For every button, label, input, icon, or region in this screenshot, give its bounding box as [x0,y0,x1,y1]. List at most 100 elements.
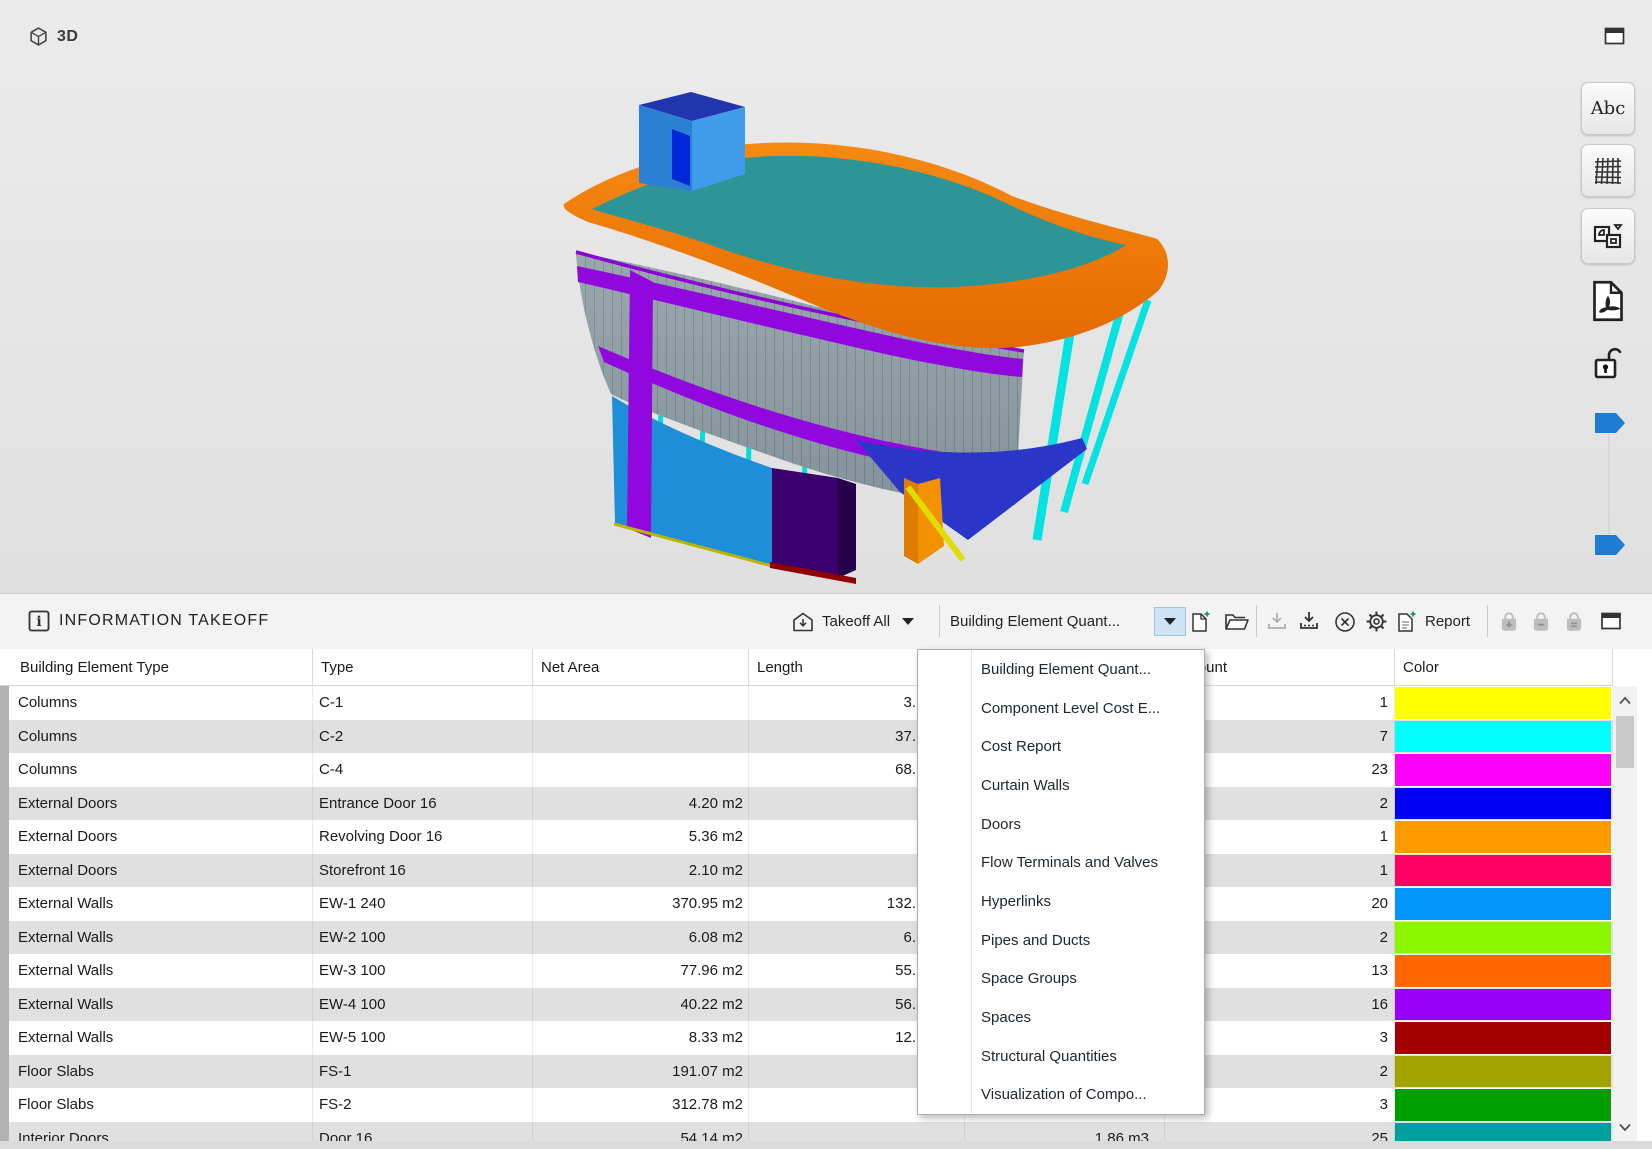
table-cell: Entrance Door 16 [313,786,533,820]
basket-add-button-disabled[interactable] [1497,594,1521,649]
menu-item[interactable]: Hyperlinks [981,892,1052,910]
import-button-disabled[interactable] [1265,594,1289,649]
cancel-icon [1335,611,1355,632]
table-row[interactable]: Floor Slabs FS-2 312.78 m2 3 [0,1088,1613,1122]
table-row[interactable]: External Walls EW-1 240 370.95 m2 132. 20 [0,887,1613,921]
menu-item[interactable]: Doors [981,815,1022,833]
text-label-tool-button[interactable]: Abc [1581,82,1635,135]
menu-item[interactable]: Visualization of Compo... [981,1086,1147,1104]
settings-gear-icon [1366,611,1387,632]
color-swatch [1395,787,1611,819]
import-merge-button[interactable] [1297,594,1321,649]
color-swatch [1395,1022,1611,1054]
preset-menu: Building Element Quant... Component Level… [917,649,1205,1115]
color-cell [1395,988,1613,1022]
table-row[interactable]: External Doors Revolving Door 16 5.36 m2 1 [0,820,1613,854]
table-row[interactable]: Columns C-4 68. 23 [0,753,1613,787]
table-row[interactable]: Floor Slabs FS-1 191.07 m2 2 [0,1054,1613,1088]
menu-item[interactable]: Pipes and Ducts [981,931,1091,949]
column-header[interactable]: Type [313,649,533,685]
view-tab-3d[interactable]: 3D [28,26,78,47]
marker-connector-line [1608,434,1610,534]
toolbar-separator [1256,605,1257,637]
preset-dropdown-button[interactable] [1154,607,1186,636]
menu-item[interactable]: Component Level Cost E... [981,699,1161,717]
open-takeoff-button[interactable] [1224,594,1250,649]
table-cell: 1 [1165,686,1395,720]
table-row[interactable]: External Walls EW-5 100 8.33 m2 12. 3 [0,1021,1613,1055]
basket-remove-button-disabled[interactable] [1529,594,1553,649]
takeoff-home-icon [793,612,813,631]
table-row[interactable]: Columns C-2 37. 7 [0,719,1613,754]
table-row[interactable]: External Walls EW-3 100 77.96 m2 55. 13 [0,954,1613,988]
color-cell [1395,921,1613,955]
marker-tag-icon[interactable] [1595,413,1625,433]
horizontal-scroll-strip[interactable] [0,1141,1652,1149]
table-cell: 77.96 m2 [533,954,749,988]
takeoff-all-button[interactable]: Takeoff All [792,594,915,649]
color-cell [1395,720,1613,754]
layout-tool-button[interactable] [1581,208,1635,264]
report-button[interactable]: Report [1394,594,1470,649]
toolbar-separator [1487,605,1488,637]
menu-item[interactable]: Space Groups [981,970,1077,988]
table-cell: 5.36 m2 [533,820,749,854]
color-swatch [1395,921,1611,953]
menu-item[interactable]: Building Element Quant... [981,660,1152,678]
table-cell: 25 [1165,1121,1395,1142]
3d-viewport[interactable]: 3D Abc [0,0,1652,593]
panel-window-button[interactable] [1600,594,1622,649]
table-cell: 312.78 m2 [533,1088,749,1122]
basket-remove-icon [1533,611,1549,631]
column-header[interactable]: Net Area [533,649,749,685]
menu-icon-gutter [918,650,972,1114]
table-row[interactable]: Interior Doors Door 16 54.14 m2 1.86 m3 25 [0,1121,1613,1142]
grid-tool-button[interactable] [1581,144,1635,197]
unlock-icon[interactable] [1590,346,1624,386]
pdf-icon[interactable] [1588,280,1628,322]
basket-equal-button-disabled[interactable] [1562,594,1586,649]
table-cell [533,753,749,787]
cancel-button[interactable] [1333,594,1357,649]
open-folder-icon [1225,613,1249,630]
color-swatch [1395,754,1611,786]
table-row[interactable]: External Walls EW-2 100 6.08 m2 6. 2 [0,920,1613,955]
column-header[interactable]: Building Element Type [0,649,313,685]
scroll-up-button[interactable] [1613,688,1637,713]
table-cell: 54.14 m2 [533,1121,749,1142]
scrollbar-thumb[interactable] [1616,716,1634,768]
color-swatch [1395,1055,1611,1087]
menu-item[interactable]: Cost Report [981,738,1062,756]
table-cell: 1.86 m3 [965,1121,1165,1142]
color-swatch [1395,888,1611,920]
menu-item[interactable]: Curtain Walls [981,776,1070,794]
table-row[interactable]: External Doors Storefront 16 2.10 m2 1 [0,853,1613,887]
marker-tag-icon[interactable] [1595,535,1625,555]
table-cell: 3 [1165,1021,1395,1055]
menu-item[interactable]: Structural Quantities [981,1047,1117,1065]
table-row[interactable]: External Walls EW-4 100 40.22 m2 56. 16 [0,987,1613,1022]
table-row[interactable]: Columns C-1 3. 1 [0,686,1613,720]
scroll-down-button[interactable] [1613,1115,1637,1140]
table-cell: External Doors [0,820,313,854]
color-swatch [1395,720,1611,752]
table-cell: 191.07 m2 [533,1054,749,1088]
table-cell: 2 [1165,920,1395,954]
column-header[interactable]: Color [1395,649,1613,685]
settings-button[interactable] [1364,594,1389,649]
table-cell: 370.95 m2 [533,887,749,921]
color-swatch [1395,854,1611,886]
table-cell [749,1121,965,1142]
table-cell: 2.10 m2 [533,853,749,887]
color-cell [1395,1122,1613,1142]
new-takeoff-button[interactable] [1188,594,1212,649]
table-scrollbar[interactable] [1613,686,1637,1142]
table-cell: External Doors [0,853,313,887]
viewport-window-icon[interactable] [1604,27,1625,46]
table-row[interactable]: External Doors Entrance Door 16 4.20 m2 2 [0,786,1613,820]
color-cell [1395,820,1613,854]
preset-selector[interactable]: Building Element Quant... [950,613,1121,630]
menu-item[interactable]: Flow Terminals and Valves [981,854,1159,872]
menu-item[interactable]: Spaces [981,1008,1032,1026]
